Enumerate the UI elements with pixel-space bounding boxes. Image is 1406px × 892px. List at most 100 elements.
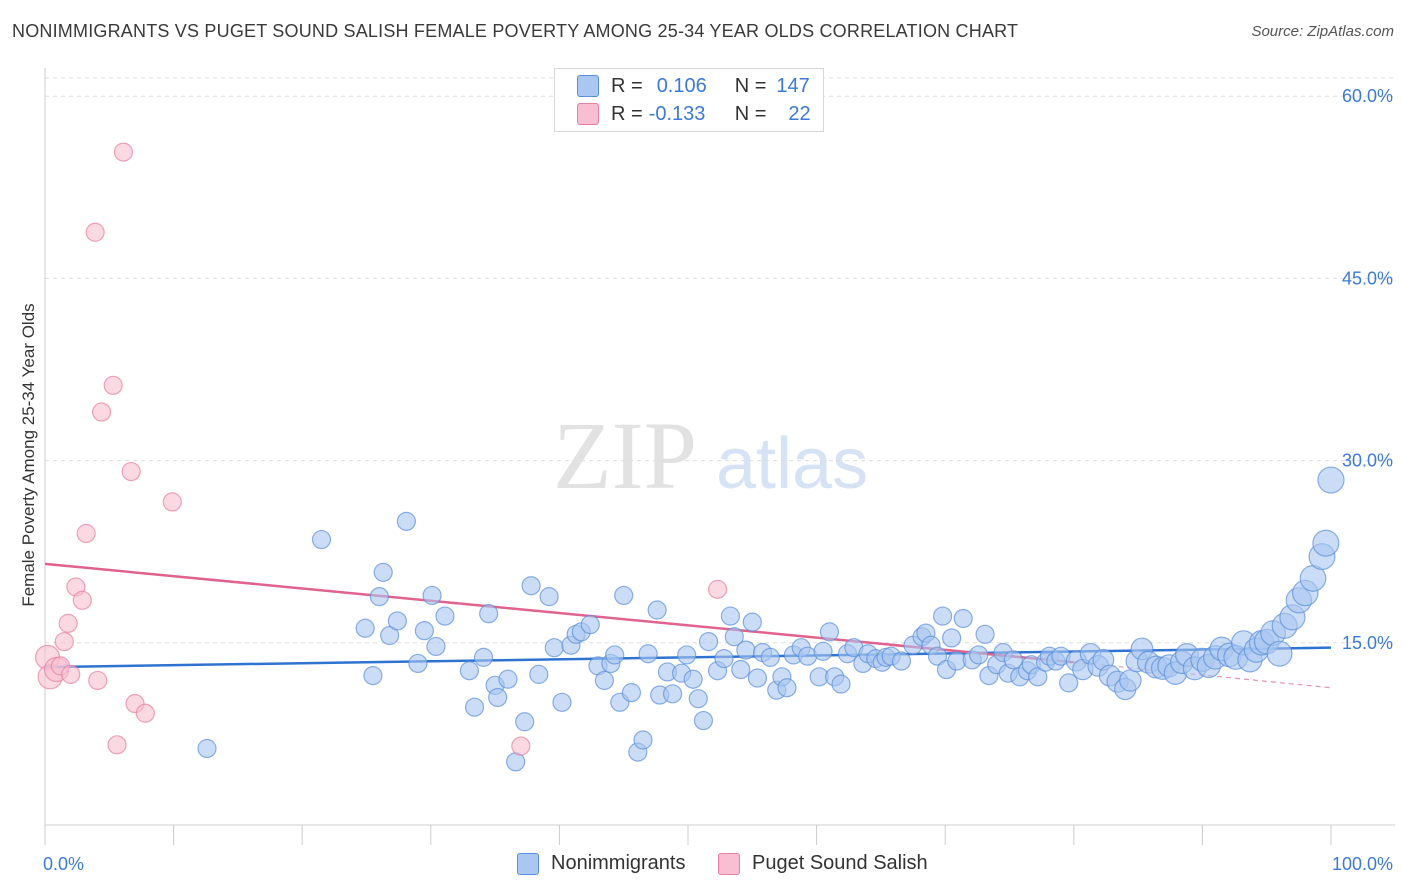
nonimmigrants-point [426,636,446,657]
n-value: 22 [788,102,811,125]
nonimmigrants-point [688,689,708,709]
nonimmigrants-point [529,664,549,684]
source-credit: Source: ZipAtlas.com [1251,23,1394,40]
chart-title: NONIMMIGRANTS VS PUGET SOUND SALISH FEMA… [12,21,1019,41]
nonimmigrants-point [942,628,962,648]
nonimmigrants-point [677,645,697,665]
puget-sound-salish-point [135,703,155,723]
legend-swatch-blue [577,75,599,97]
r-label: R = [611,74,643,97]
nonimmigrants-point [414,621,434,641]
watermark-zip: ZIP [553,402,697,509]
legend-swatch-pink [577,103,599,125]
nonimmigrants-point [605,645,625,665]
puget-sound-salish-point [85,222,105,242]
puget-sound-salish-point [58,613,78,633]
nonimmigrants-point [422,585,442,606]
nonimmigrants-point [927,646,948,666]
nonimmigrants-point [464,697,485,717]
nonimmigrants-point [724,627,744,647]
nonimmigrants-point [742,612,762,632]
nonimmigrants-point [594,670,615,691]
y-tick-label: 15.0% [1342,633,1393,653]
nonimmigrants-point [580,614,600,635]
nonimmigrants-point [539,587,559,607]
legend-item-nonimmigrants[interactable]: Nonimmigrants [517,852,685,875]
x-tick-label: 100.0% [1332,854,1393,874]
nonimmigrants-point [544,638,564,658]
legend-row-puget-sound-salish: R = -0.133 N = 22 [577,100,811,128]
puget-sound-salish-point [121,461,141,482]
y-tick-label: 45.0% [1342,268,1393,288]
nonimmigrants-point [933,606,953,626]
watermark-atlas: atlas [716,424,868,504]
nonimmigrants-point [479,604,499,624]
nonimmigrants-point [408,653,428,674]
nonimmigrants-point [1119,669,1142,692]
nonimmigrants-point [387,611,407,631]
puget-sound-salish-point [88,670,108,691]
nonimmigrants-point [731,659,751,680]
nonimmigrants-point [747,668,768,688]
puget-sound-salish-point [113,142,134,162]
nonimmigrants-point [969,645,989,665]
nonimmigrants-point [633,730,653,750]
puget-sound-salish-point [61,664,81,684]
puget-sound-salish-point [76,523,96,544]
nonimmigrants-point [552,692,572,712]
y-tick-label: 30.0% [1342,451,1393,471]
nonimmigrants-point [662,684,683,704]
legend-item-puget-sound-salish[interactable]: Puget Sound Salish [718,852,928,875]
nonimmigrants-point [975,624,995,644]
nonimmigrants-point [488,687,508,708]
nonimmigrants-point [363,665,383,686]
nonimmigrants-point [369,587,389,607]
nonimmigrants-point [736,640,756,660]
legend-label: Puget Sound Salish [752,852,928,874]
nonimmigrants-point [498,669,518,689]
nonimmigrants-point [647,600,667,620]
puget-sound-salish-point [162,492,182,512]
nonimmigrants-point [396,511,416,531]
nonimmigrants-point [197,738,217,759]
n-label: N = [734,102,767,125]
y-axis-label: Female Poverty Among 25-34 Year Olds [19,303,38,606]
nonimmigrants-point [515,712,535,732]
y-tick-label: 60.0% [1342,86,1393,106]
nonimmigrants-point [714,648,734,669]
nonimmigrants-point [473,647,494,667]
nonimmigrants-point [683,669,703,689]
nonimmigrants-point [435,606,455,626]
puget-sound-salish-point [511,736,531,756]
r-label: R = [611,102,643,125]
nonimmigrants-point [638,644,658,664]
nonimmigrants-point [1266,640,1293,667]
nonimmigrants-point [355,618,375,638]
puget-sound-salish-point [54,631,74,652]
nonimmigrants-point [373,562,393,582]
nonimmigrants-point [693,710,714,731]
puget-sound-salish-trend-line [44,562,1074,664]
n-value: 147 [776,74,810,97]
legend-swatch-pink [718,852,740,875]
series-legend: Nonimmigrants Puget Sound Salish [0,852,1406,878]
nonimmigrants-point [953,608,973,629]
nonimmigrants-point [698,631,719,652]
nonimmigrants-point [891,651,912,671]
puget-sound-salish-point [707,579,728,599]
x-tick-label: 0.0% [43,854,84,874]
nonimmigrants-point [1312,529,1340,557]
nonimmigrants-point [1059,673,1079,693]
n-label: N = [734,74,767,97]
nonimmigrants-point [760,647,780,667]
nonimmigrants-point [720,606,741,626]
puget-sound-salish-point [107,735,127,755]
nonimmigrants-point [831,674,851,694]
nonimmigrants-point [1003,650,1023,670]
puget-sound-salish-point [103,375,123,395]
legend-row-nonimmigrants: R = 0.106 N = 147 [577,72,810,100]
nonimmigrants-point [614,585,634,606]
correlation-legend: R = 0.106 N = 147 R = -0.133 N = 22 [554,68,824,132]
puget-sound-salish-point [91,402,112,422]
